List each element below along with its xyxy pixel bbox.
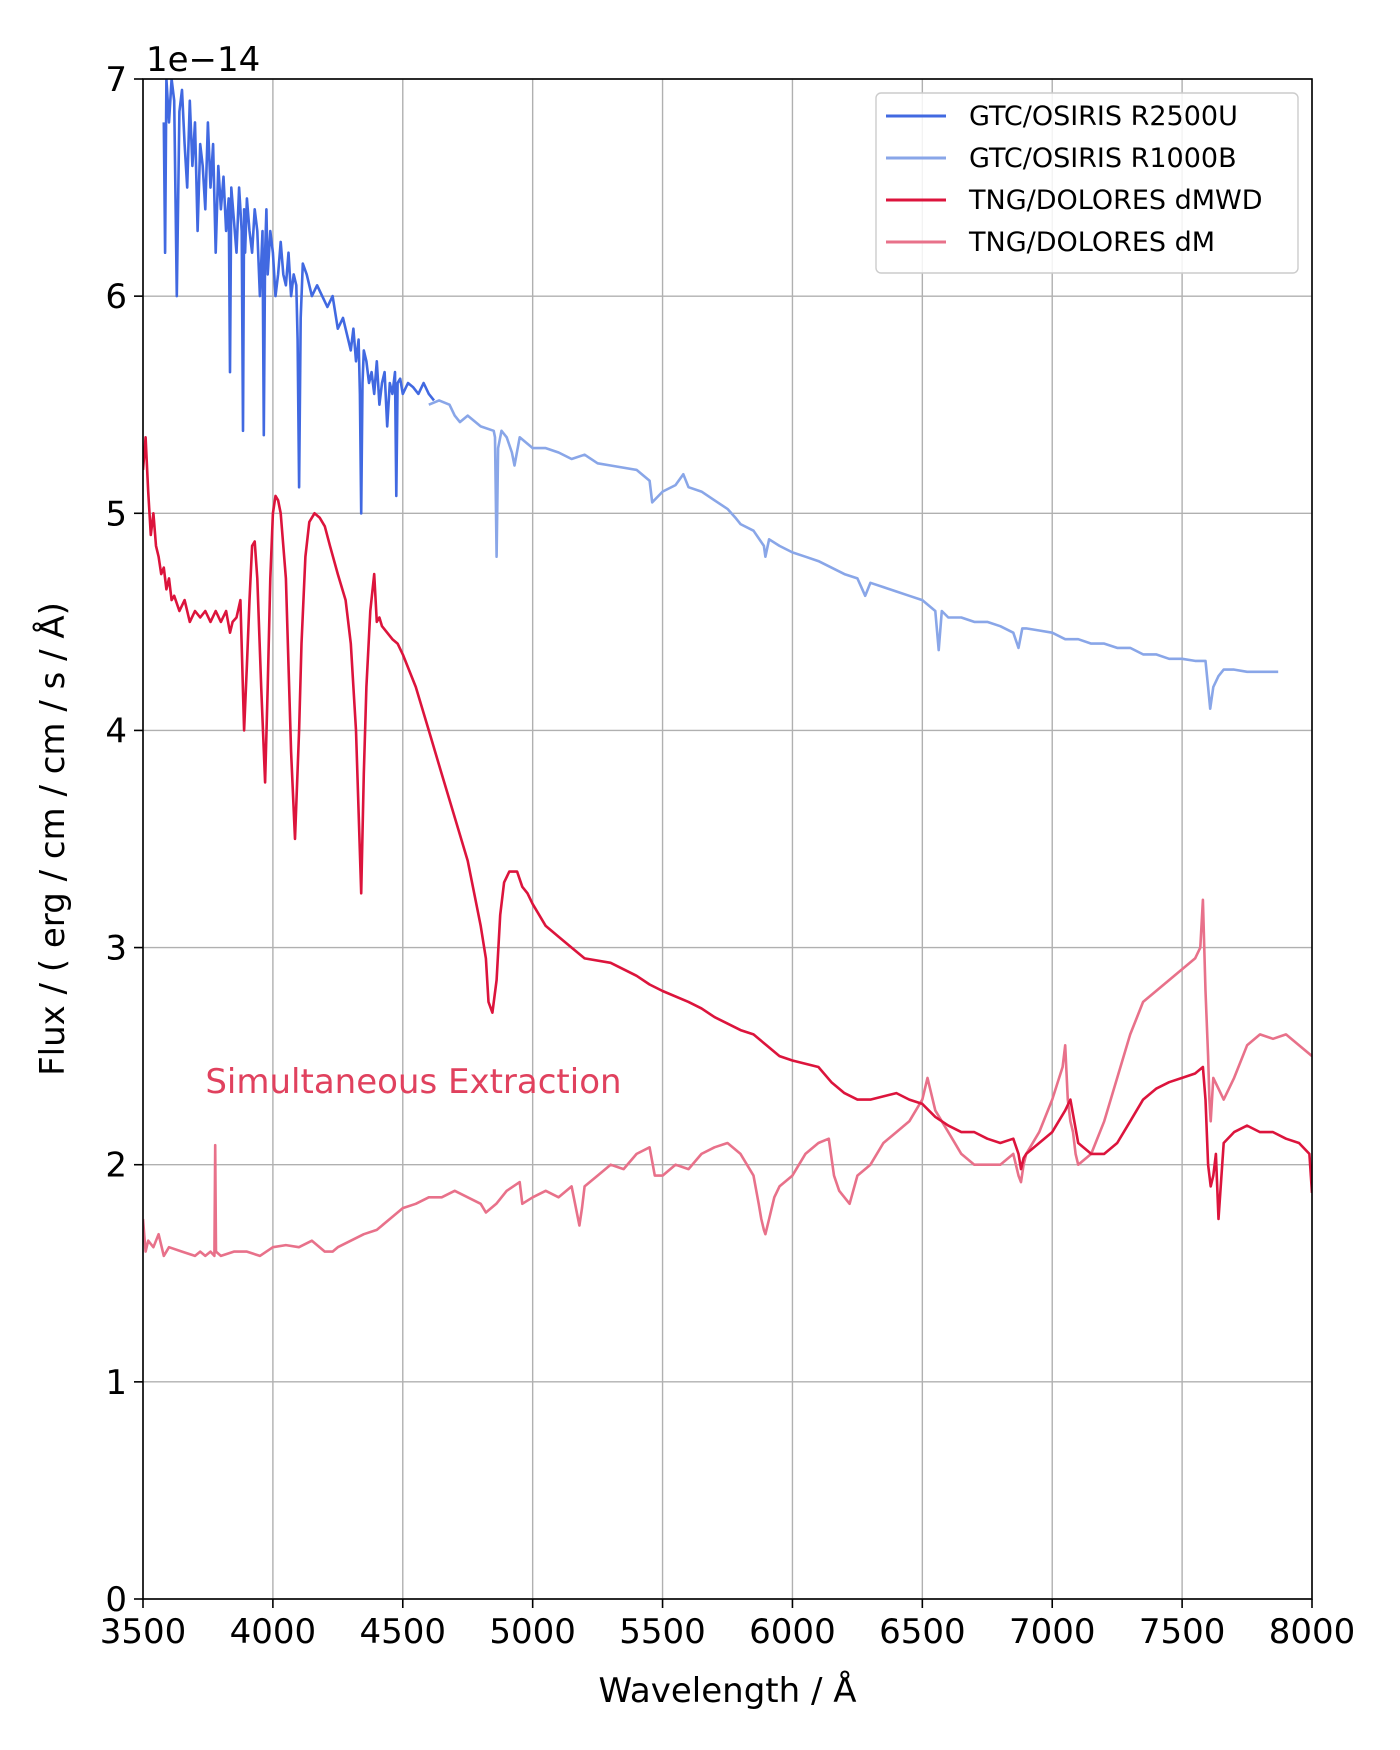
annotation-simultaneous-extraction: Simultaneous Extraction bbox=[205, 1062, 621, 1102]
plot-frame bbox=[142, 78, 1313, 1600]
series-layer bbox=[143, 79, 1312, 1258]
x-tick-label: 4500 bbox=[360, 1612, 447, 1652]
x-tick-label: 5000 bbox=[489, 1612, 576, 1652]
legend-entry: GTC/OSIRIS R1000B bbox=[969, 143, 1237, 174]
x-tick-label: 7000 bbox=[1009, 1612, 1096, 1652]
y-ticks: 0 1 2 3 4 5 6 7 bbox=[105, 60, 143, 1620]
y-tick-label: 4 bbox=[105, 711, 127, 751]
grid bbox=[142, 78, 1313, 1600]
y-tick-label: 5 bbox=[105, 494, 127, 534]
x-tick-label: 3500 bbox=[100, 1612, 187, 1652]
legend-entry: TNG/DOLORES dM bbox=[968, 227, 1215, 258]
y-tick-label: 3 bbox=[105, 929, 127, 969]
x-axis-label: Wavelength / Å bbox=[598, 1670, 856, 1711]
series-line-tng-dolores-dmwd bbox=[143, 435, 1312, 1221]
x-tick-label: 6500 bbox=[879, 1612, 966, 1652]
offset-label: 1e−14 bbox=[146, 40, 260, 80]
y-tick-label: 7 bbox=[105, 60, 127, 100]
y-axis-label: Flux / ( erg / cm / cm / s / Å) bbox=[32, 602, 73, 1076]
series-line-gtc-osiris-r1000b bbox=[428, 399, 1279, 711]
series-line-tng-dolores-dm bbox=[143, 898, 1312, 1258]
legend-box bbox=[875, 92, 1299, 274]
series-line-gtc-osiris-r2500u bbox=[162, 79, 436, 515]
x-ticks: 3500 4000 4500 5000 5500 6000 6500 7000 7500 8000 bbox=[100, 1599, 1356, 1652]
y-tick-label: 1 bbox=[105, 1363, 127, 1403]
legend-entry: TNG/DOLORES dMWD bbox=[968, 185, 1263, 216]
x-tick-label: 5500 bbox=[619, 1612, 706, 1652]
legend: GTC/OSIRIS R2500U GTC/OSIRIS R1000B TNG/DO… bbox=[875, 92, 1299, 274]
x-tick-label: 8000 bbox=[1269, 1612, 1356, 1652]
x-tick-label: 7500 bbox=[1139, 1612, 1226, 1652]
x-tick-label: 4000 bbox=[230, 1612, 317, 1652]
y-tick-label: 2 bbox=[105, 1146, 127, 1186]
x-tick-label: 6000 bbox=[749, 1612, 836, 1652]
y-tick-label: 0 bbox=[105, 1580, 127, 1620]
legend-entry: GTC/OSIRIS R2500U bbox=[969, 101, 1238, 132]
y-tick-label: 6 bbox=[105, 277, 127, 317]
